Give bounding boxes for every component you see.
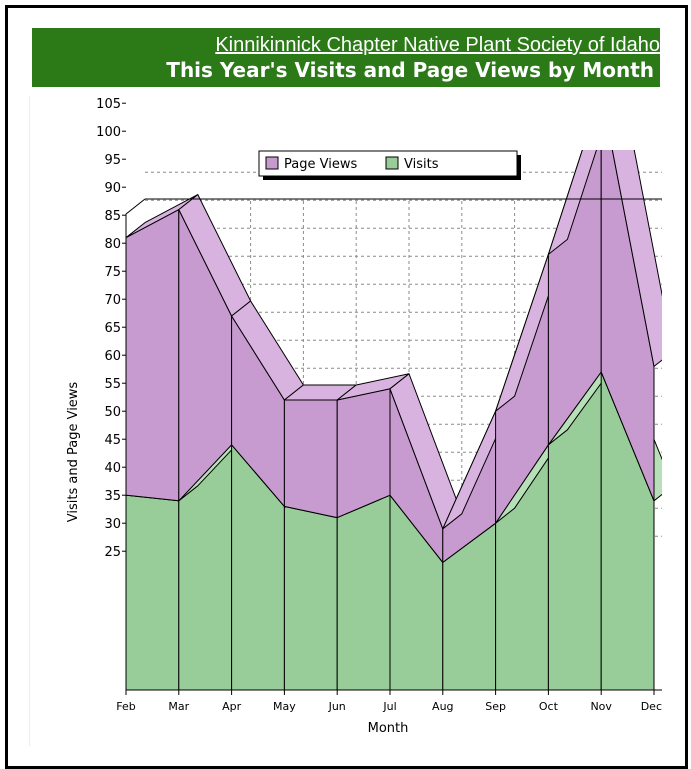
y-tick-label: 75 xyxy=(104,265,121,280)
x-tick-label: Aug xyxy=(432,700,453,713)
y-tick-label: 100 xyxy=(96,125,121,140)
x-tick-label: Jul xyxy=(382,700,396,713)
y-tick-label: 30 xyxy=(104,517,121,532)
y-tick-label: 35 xyxy=(104,489,121,504)
x-tick-label: Dec xyxy=(641,700,662,713)
y-tick-label: 70 xyxy=(104,293,121,308)
y-tick-label: 40 xyxy=(104,461,121,476)
x-tick-label: Jun xyxy=(328,700,346,713)
x-tick-label: Mar xyxy=(168,700,189,713)
x-tick-label: Oct xyxy=(539,700,559,713)
legend-swatch-page-views xyxy=(266,157,278,169)
x-tick-label: May xyxy=(273,700,296,713)
y-axis-depth-line xyxy=(126,199,145,214)
y-tick-label: 65 xyxy=(104,321,121,336)
visits-area-segment xyxy=(337,495,390,696)
page-views-area-segment xyxy=(126,210,179,501)
y-tick-label: 105 xyxy=(96,97,121,112)
y-tick-label: 85 xyxy=(104,209,121,224)
x-tick-label: Apr xyxy=(222,700,242,713)
y-tick-labels: 25 30 35 40 45 50 55 60 65 70 75 80 85 90 95 100 105 xyxy=(96,97,126,560)
x-tick-label: Feb xyxy=(116,700,135,713)
y-tick-label: 90 xyxy=(104,181,121,196)
x-axis-title: Month xyxy=(368,721,409,736)
x-tick-label: Nov xyxy=(590,700,612,713)
y-tick-label: 25 xyxy=(104,545,121,560)
visits-area-segment xyxy=(284,506,337,696)
visits-area-segment xyxy=(126,495,179,696)
legend: Page Views Visits xyxy=(259,151,521,180)
y-tick-label: 60 xyxy=(104,349,121,364)
x-tick-labels: Feb Mar Apr May Jun Jul Aug Sep Oct Nov Dec xyxy=(116,690,662,713)
legend-swatch-visits xyxy=(386,157,398,169)
page-views-area-segment xyxy=(337,389,390,518)
y-tick-label: 50 xyxy=(104,405,121,420)
legend-label-visits: Visits xyxy=(404,157,439,172)
y-tick-label: 80 xyxy=(104,237,121,252)
y-tick-label: 95 xyxy=(104,153,121,168)
y-axis-title: Visits and Page Views xyxy=(66,382,81,523)
x-tick-label: Sep xyxy=(485,700,506,713)
y-tick-label: 45 xyxy=(104,433,121,448)
legend-label-page-views: Page Views xyxy=(284,157,357,172)
page-views-area-segment xyxy=(284,400,337,518)
y-tick-label: 55 xyxy=(104,377,121,392)
